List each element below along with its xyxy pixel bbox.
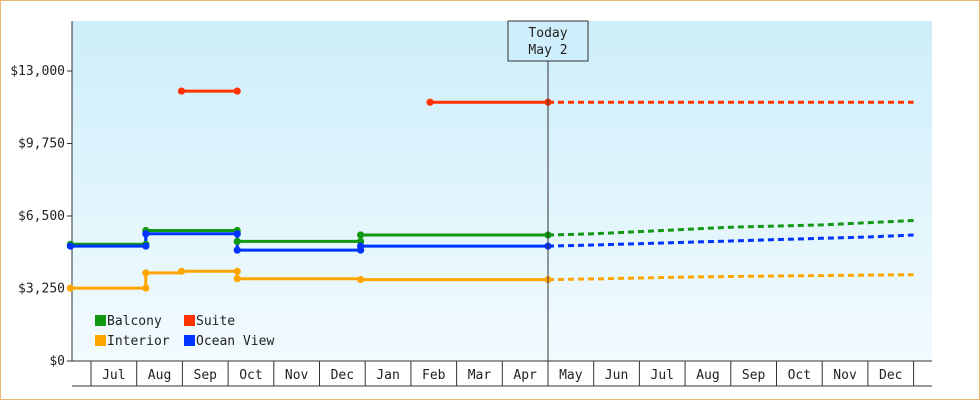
point-suite[interactable] — [177, 87, 186, 95]
x-tick-label: Nov — [285, 368, 309, 383]
legend-label-balcony: Balcony — [107, 314, 162, 329]
point-interior[interactable] — [233, 275, 241, 283]
x-tick-label: Jul — [102, 368, 125, 383]
y-tick-label: $0 — [49, 354, 65, 369]
legend-swatch-suite — [184, 315, 195, 326]
point-interior[interactable] — [357, 275, 365, 284]
point-interior[interactable] — [142, 284, 150, 292]
x-tick-label: Dec — [331, 368, 354, 383]
point-ocean-view[interactable] — [142, 242, 150, 250]
x-tick-label: Mar — [468, 368, 492, 383]
x-tick-label: May — [559, 368, 583, 383]
plot-area — [72, 21, 932, 361]
legend-label-suite: Suite — [196, 314, 235, 329]
legend-swatch-ocean-view — [184, 335, 195, 346]
x-tick-label: Apr — [513, 368, 537, 383]
x-tick-label: Oct — [788, 368, 811, 383]
point-ocean-view[interactable] — [357, 242, 365, 250]
x-tick-label: Nov — [833, 368, 857, 383]
legend-swatch-interior — [95, 335, 106, 346]
series-ocean-view-forecast — [547, 233, 914, 248]
point-suite[interactable] — [426, 98, 434, 106]
point-interior[interactable] — [233, 267, 241, 275]
x-tick-label: Oct — [239, 368, 262, 383]
x-tick-label: Sep — [742, 368, 766, 383]
today-box — [507, 20, 589, 62]
point-ocean-view[interactable] — [233, 230, 241, 238]
point-interior[interactable] — [177, 267, 186, 275]
y-tick-label: $6,500 — [18, 209, 65, 224]
x-tick-label: Sep — [194, 368, 218, 383]
today-date: May 2 — [528, 43, 567, 58]
y-tick-label: $9,750 — [18, 137, 65, 152]
point-ocean-view[interactable] — [233, 246, 241, 254]
legend-label-ocean-view: Ocean View — [196, 334, 274, 349]
x-tick-label: Dec — [879, 368, 902, 383]
point-ocean-view[interactable] — [66, 242, 75, 250]
series-balcony-forecast — [547, 219, 914, 237]
x-tick-label: Aug — [696, 368, 719, 383]
x-tick-label: Feb — [422, 368, 446, 383]
x-tick-label: Jan — [376, 368, 399, 383]
point-balcony[interactable] — [233, 237, 241, 246]
point-ocean-view[interactable] — [142, 230, 150, 238]
point-suite[interactable] — [233, 87, 241, 95]
legend-swatch-balcony — [95, 315, 106, 326]
y-tick-label: $3,250 — [18, 282, 65, 297]
x-tick-label: Jul — [651, 368, 674, 383]
point-balcony[interactable] — [357, 231, 365, 239]
legend-label-interior: Interior — [107, 334, 170, 349]
x-tick-label: Jun — [605, 368, 628, 383]
y-tick-label: $13,000 — [10, 64, 65, 79]
point-interior[interactable] — [142, 269, 150, 277]
point-interior[interactable] — [66, 284, 75, 292]
x-tick-label: Aug — [148, 368, 171, 383]
series-interior-forecast — [547, 273, 914, 282]
today-label: Today — [528, 26, 567, 41]
